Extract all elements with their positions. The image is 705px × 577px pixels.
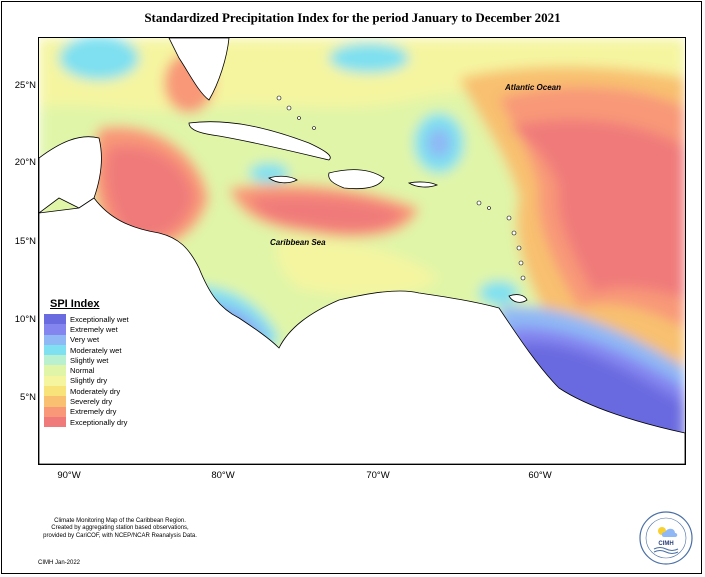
legend-swatch <box>44 344 66 356</box>
legend-swatch <box>44 396 66 407</box>
atlantic-ocean-label: Atlantic Ocean <box>505 83 562 92</box>
legend-item: Extremely wet <box>40 324 168 335</box>
legend-item: Slightly wet <box>40 355 168 366</box>
legend-swatch <box>44 334 66 345</box>
lon-label-90: 90°W <box>57 470 81 481</box>
legend-item: Very wet <box>40 334 168 345</box>
map-footer: Climate Monitoring Map of the Caribbean … <box>20 518 220 540</box>
footer-line-2: Created by aggregating station based obs… <box>51 525 189 532</box>
legend-label: Moderately dry <box>70 386 121 396</box>
footer-line-1: Climate Monitoring Map of the Caribbean … <box>54 518 186 524</box>
legend-item: Moderately wet <box>40 344 168 356</box>
legend-swatch <box>44 324 66 335</box>
caribbean-sea-label: Caribbean Sea <box>270 238 326 247</box>
legend-label: Extremely dry <box>70 407 117 417</box>
legend-item: Severely dry <box>40 396 168 407</box>
legend-label: Severely dry <box>70 397 113 407</box>
legend-label: Normal <box>70 366 95 376</box>
cimh-logo: CIMH <box>638 510 694 566</box>
spi-legend: SPI Index Exceptionally wet Extremely wet… <box>40 298 168 428</box>
legend-swatch <box>44 375 66 387</box>
land <box>39 38 685 464</box>
legend-swatch <box>44 416 66 428</box>
legend-swatch <box>44 365 66 376</box>
islands <box>276 95 526 281</box>
legend-label: Extremely wet <box>70 324 118 334</box>
lat-label-20: 20°N <box>14 157 36 168</box>
legend-item: Exceptionally dry <box>40 416 168 428</box>
legend-swatch <box>44 386 66 397</box>
legend-item: Normal <box>40 365 168 376</box>
legend-title: SPI Index <box>50 298 100 310</box>
legend-item: Moderately dry <box>40 386 168 397</box>
legend-item: Exceptionally wet <box>40 314 168 325</box>
lon-label-80: 80°W <box>211 470 235 481</box>
legend-label: Moderately wet <box>70 345 122 355</box>
spi-map[interactable] <box>38 37 686 465</box>
legend-label: Exceptionally dry <box>70 417 128 427</box>
legend-swatch <box>44 314 66 325</box>
logo-text: CIMH <box>658 541 673 547</box>
legend-swatch <box>44 406 66 417</box>
legend-swatch <box>44 355 66 366</box>
lat-label-10: 10°N <box>14 314 36 325</box>
legend-label: Slightly wet <box>70 355 109 365</box>
legend-item: Extremely dry <box>40 406 168 417</box>
lon-label-70: 70°W <box>366 470 390 481</box>
lon-label-60: 60°W <box>528 470 552 481</box>
legend-items: Exceptionally wet Extremely wet Very wet Mo… <box>40 314 168 428</box>
credit-text: CIMH Jan-2022 <box>38 560 81 566</box>
lat-label-25: 25°N <box>14 80 36 91</box>
legend-item: Slightly dry <box>40 375 168 387</box>
cimh-logo-icon: CIMH <box>639 511 693 565</box>
footer-line-3: provided by CariCOF, with NCEP/NCAR Rean… <box>43 532 197 539</box>
legend-label: Exceptionally wet <box>70 314 129 324</box>
map-title: Standardized Precipitation Index for the… <box>144 10 561 25</box>
legend-label: Very wet <box>70 335 100 345</box>
spi-map-svg <box>39 38 685 464</box>
lat-label-15: 15°N <box>14 236 36 247</box>
lat-label-5: 5°N <box>20 392 36 403</box>
legend-label: Slightly dry <box>70 376 108 386</box>
